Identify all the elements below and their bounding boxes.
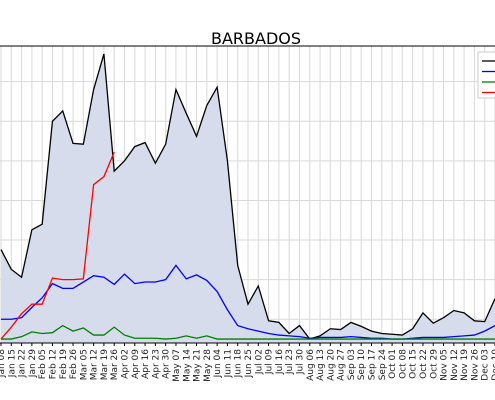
x-tick-label: Apr 30 (162, 349, 172, 379)
x-tick-label: Oct 22 (419, 349, 429, 379)
x-tick-label: Jun 11 (223, 349, 233, 378)
chart-title: BARBADOS (211, 29, 301, 48)
x-tick-label: Sep 17 (368, 349, 378, 380)
x-tick-label: Oct 08 (398, 349, 408, 379)
x-tick-label: Oct 29 (429, 349, 439, 379)
x-tick-label: May 14 (182, 349, 192, 382)
x-tick-label: Aug 13 (316, 349, 326, 381)
x-tick-label: Jun 18 (234, 349, 244, 379)
x-tick-label: Apr 02 (121, 349, 131, 379)
x-tick-label: Oct 01 (388, 349, 398, 379)
x-tick-label: May 07 (172, 349, 182, 382)
x-tick-label: Nov 12 (450, 349, 460, 381)
x-tick-label: Sep 10 (357, 349, 367, 381)
x-tick-label: Feb 05 (38, 349, 48, 379)
x-tick-label: Nov 19 (460, 349, 470, 381)
x-tick-label: Apr 23 (151, 349, 161, 379)
x-tick-label: Sep 24 (378, 349, 388, 381)
chart-area-fill (1, 53, 495, 344)
chart-series-lines (0, 53, 495, 340)
x-tick-label: Jul 09 (265, 349, 275, 375)
x-tick-label: Jun 25 (244, 349, 254, 378)
x-tick-label: Sep 03 (347, 349, 357, 380)
x-tick-label: Mar 05 (79, 349, 89, 380)
x-tick-label: Jul 30 (295, 349, 305, 375)
x-tick-label: Aug 06 (306, 349, 316, 381)
x-tick-label: Aug 20 (326, 349, 336, 381)
x-tick-label: Feb 12 (48, 349, 58, 379)
x-tick-label: Jan 22 (18, 349, 28, 378)
x-tick-labels: Jan 08 Jan 15 Jan 22 Jan 29 Feb 05 Feb 12 Feb … (0, 343, 495, 382)
x-tick-label: Apr 09 (131, 349, 141, 379)
x-tick-label: Apr 16 (141, 349, 151, 379)
x-tick-label: Dec 03 (481, 349, 491, 381)
series-line-2 (1, 264, 495, 340)
x-tick-label: May 21 (193, 349, 203, 382)
x-tick-label: Feb 26 (69, 349, 79, 380)
x-tick-label: Nov 05 (440, 349, 450, 381)
series-line-3 (1, 324, 495, 340)
x-tick-label: Jul 02 (254, 349, 264, 375)
series-line-4 (0, 151, 115, 340)
x-tick-label: Dec 10 (491, 349, 495, 381)
x-tick-label: Jan 29 (28, 349, 38, 378)
legend-box (477, 51, 495, 99)
x-tick-label: Nov 26 (470, 349, 480, 381)
series-line-1 (0, 53, 495, 340)
x-tick-label: Jun 04 (213, 349, 223, 379)
x-tick-label: Jul 16 (275, 349, 285, 375)
x-tick-label: Feb 19 (59, 349, 69, 380)
x-tick-label: Oct 15 (409, 349, 419, 379)
x-tick-label: May 28 (203, 349, 213, 382)
chart-legend (477, 51, 495, 99)
x-tick-label: Mar 19 (100, 349, 110, 381)
x-tick-label: Mar 26 (110, 349, 120, 381)
x-tick-label: Jan 08 (0, 349, 7, 378)
x-tick-label: Mar 12 (90, 349, 100, 380)
x-tick-label: Jul 23 (285, 349, 295, 375)
series-area (1, 53, 495, 344)
x-tick-label: Jan 15 (7, 349, 17, 378)
x-tick-label: Aug 27 (337, 349, 347, 381)
